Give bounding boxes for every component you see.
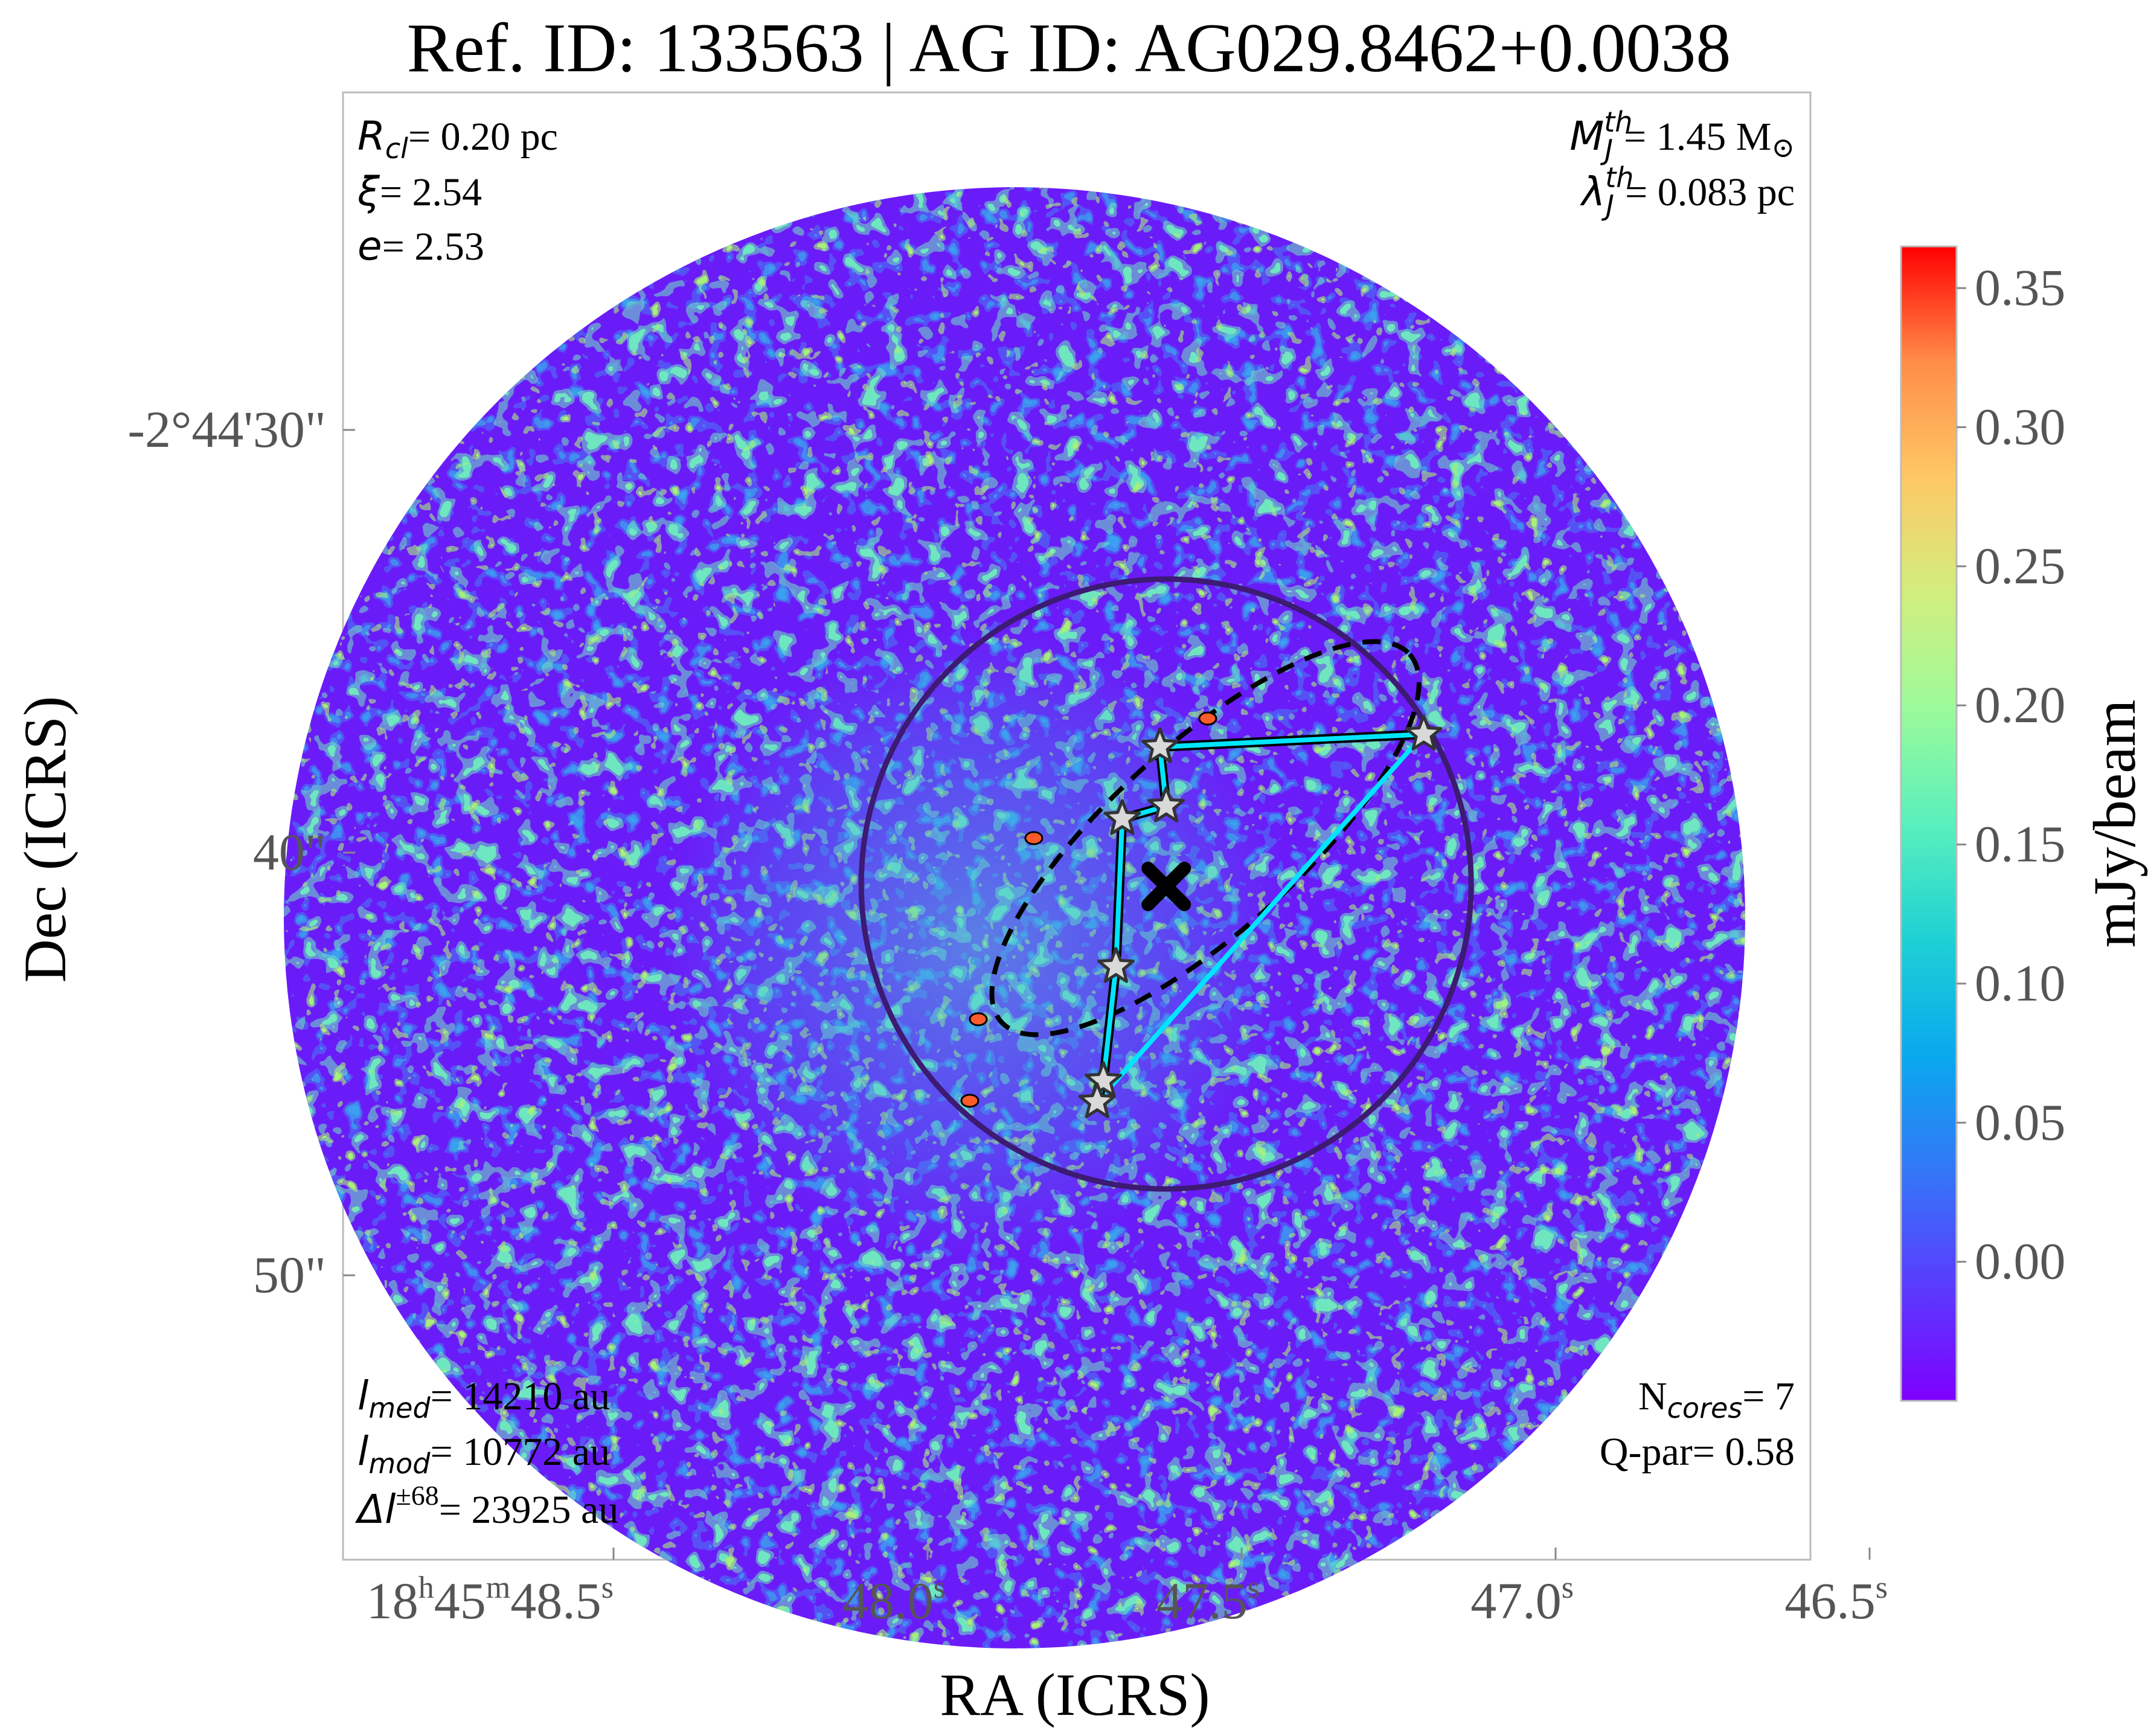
delta-l-annotation: Δl±68= 23925 au [354,1480,618,1533]
clump-center-marker [1141,862,1191,911]
colorbar-tick-label: 0.30 [1975,397,2066,455]
colorbar-tick-label: 0.15 [1975,815,2066,873]
y-axis-label: Dec (ICRS) [11,696,79,983]
x-axis-label: RA (ICRS) [940,1661,1210,1728]
mst-edge [1157,732,1426,749]
colorbar: 0.35 0.30 0.25 0.20 0.15 0.10 0.05 0.00 mJy/bea… [1900,245,2148,1402]
q-par-annotation: Q-par= 0.58 [1600,1430,1795,1474]
emission-peak [960,1094,979,1108]
emission-peak [1024,831,1043,845]
x-tick-label: 47.0s [1470,1571,1574,1630]
core-star-marker [1147,786,1185,822]
overlay-layer [858,576,1474,1192]
lambda-j-annotation: λth J = 0.083 pc [1580,161,1795,222]
x-tick-label: 47.5s [1156,1571,1260,1630]
chart-title: Ref. ID: 133563 | AG ID: AG029.8462+0.00… [407,10,1731,87]
core-star-marker [1103,799,1141,835]
colorbar-tick-label: 0.35 [1975,258,2066,316]
colorbar-tick-label: 0.00 [1975,1232,2066,1290]
n-cores-annotation: Ncores= 7 [1638,1374,1795,1424]
y-tick-label: -2°44'30" [127,400,326,458]
clump-radius-circle [858,576,1474,1192]
colorbar-tick-label: 0.10 [1975,954,2066,1012]
y-tick-label: 40" [253,823,326,881]
r-cl-annotation: Rcl= 0.20 pc [357,113,558,165]
x-axis-ticks: 18h45m48.5s 48.0s 47.5s 47.0s 46.5s [367,1548,1888,1630]
y-tick-label: 50" [253,1246,326,1304]
intensity-map [284,187,1745,1648]
l-mod-annotation: lmod= 10772 au [357,1428,610,1480]
mj-annotation: Mth J = 1.45 M⊙ [1569,106,1795,166]
annotations: Rcl= 0.20 pc ξ= 2.54 e= 2.53 Mth J = 1.45 … [354,106,1795,1533]
core-star-marker [1405,714,1443,751]
y-axis-ticks: -2°44'30" 40" 50" [127,400,355,1304]
l-med-annotation: lmed= 14210 au [357,1372,610,1424]
emission-peak [969,1012,988,1027]
x-tick-label: 18h45m48.5s [367,1571,614,1630]
core-star-marker [1141,727,1179,763]
colorbar-ticks: 0.35 0.30 0.25 0.20 0.15 0.10 0.05 0.00 [1957,258,2066,1290]
colorbar-gradient [1900,245,1958,1402]
core-star-marker [1097,947,1135,983]
emission-peak [1198,711,1217,726]
q-edge [1094,732,1426,1104]
x-tick-label: 48.0s [842,1571,946,1630]
mst-edge [1101,964,1118,1083]
core-star-marker [1085,1061,1123,1097]
e-annotation: e= 2.53 [357,223,484,269]
colorbar-tick-label: 0.20 [1975,676,2066,734]
colorbar-tick-label: 0.25 [1975,537,2066,595]
core-star-marker [1078,1082,1116,1118]
colorbar-label: mJy/beam [2081,699,2148,947]
xi-annotation: ξ= 2.54 [357,168,482,215]
colorbar-tick-label: 0.05 [1975,1093,2066,1151]
mst-edge [1114,816,1125,969]
x-tick-label: 46.5s [1784,1571,1888,1630]
